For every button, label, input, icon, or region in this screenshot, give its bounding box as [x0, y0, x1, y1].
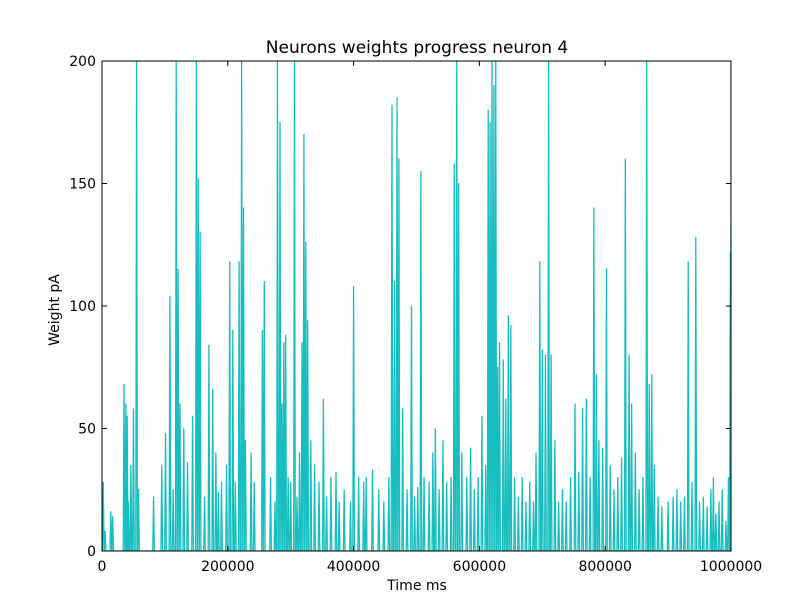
x-tick-label: 0 — [98, 559, 107, 575]
x-tick-label: 800000 — [578, 559, 631, 575]
y-tick-label: 50 — [78, 422, 96, 438]
x-tick-label: 400000 — [327, 559, 380, 575]
chart-title: Neurons weights progress neuron 4 — [266, 38, 568, 58]
y-axis-label: Weight pA — [47, 274, 63, 346]
y-tick-label: 150 — [69, 177, 96, 193]
x-tick-label: 200000 — [201, 559, 254, 575]
y-tick-label: 100 — [69, 299, 96, 315]
x-tick-label: 1000000 — [700, 559, 762, 575]
x-tick-label: 600000 — [453, 559, 506, 575]
x-axis-label: Time ms — [386, 578, 447, 594]
axis-ticks: 0 200000 400000 600000 800000 1000000 0 50 100 15… — [69, 54, 762, 575]
y-tick-label: 0 — [87, 544, 96, 560]
y-tick-label: 200 — [69, 54, 96, 70]
